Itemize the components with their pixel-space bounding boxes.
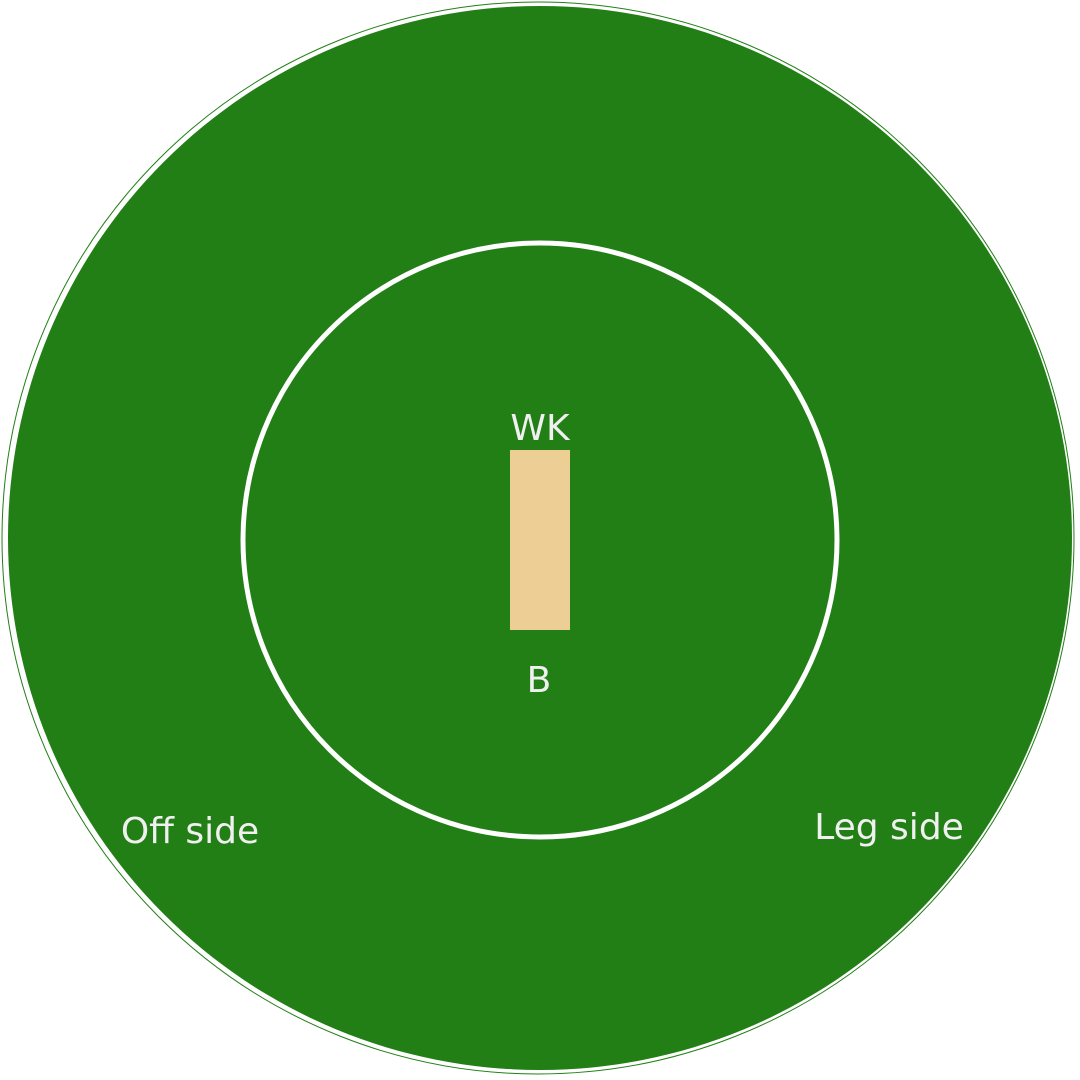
pitch [510,450,570,630]
wicket-keeper-label: WK [510,408,571,449]
inner-circle [240,240,840,840]
off-side-label: Off side [121,811,259,852]
leg-side-label: Leg side [814,807,964,848]
bowler-label: B [527,660,552,701]
